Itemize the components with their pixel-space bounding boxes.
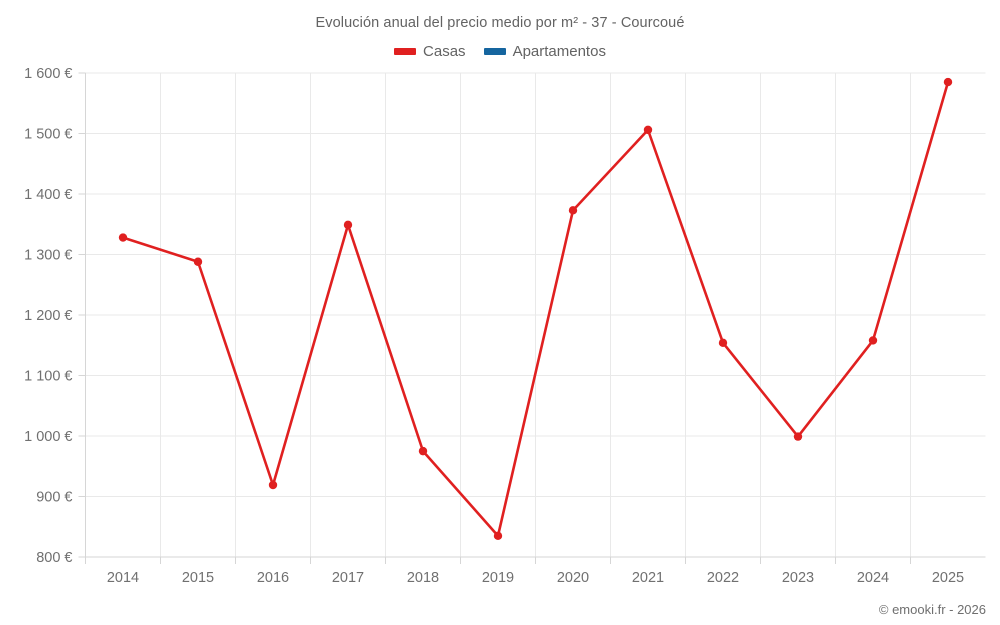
x-tick-label: 2023 (782, 570, 814, 586)
data-point (568, 206, 578, 215)
legend-label-casas: Casas (423, 43, 466, 60)
y-tick-label: 1 600 € (24, 66, 72, 82)
legend-item-casas[interactable]: Casas (394, 44, 466, 59)
data-point (193, 257, 203, 266)
legend-label-apartamentos: Apartamentos (512, 43, 606, 60)
data-point (118, 233, 128, 242)
data-point (643, 125, 653, 135)
legend-item-apartamentos[interactable]: Apartamentos (483, 43, 606, 60)
x-tick-label: 2025 (932, 570, 964, 586)
y-tick-label: 900 € (36, 490, 72, 506)
data-point (343, 220, 353, 230)
chart-legend: Casas Apartamentos (0, 44, 1000, 59)
legend-swatch-apartamentos (483, 48, 506, 55)
y-tick-label: 1 300 € (24, 248, 72, 264)
data-point (493, 531, 503, 541)
y-tick-label: 1 400 € (24, 187, 72, 203)
x-tick-label: 2019 (482, 570, 514, 586)
axis-layer (78, 72, 986, 564)
x-tick-label: 2021 (632, 570, 664, 586)
series-line-casas (121, 80, 950, 538)
y-tick-label: 1 100 € (24, 369, 72, 385)
x-tick-label: 2017 (332, 570, 364, 586)
x-tick-label: 2018 (407, 570, 439, 586)
y-tick-label: 1 000 € (24, 429, 72, 445)
y-tick-label: 1 200 € (24, 308, 72, 324)
x-tick-label: 2015 (182, 570, 214, 586)
x-tick-label: 2022 (707, 570, 739, 586)
chart-title: Evolución anual del precio medio por m² … (315, 15, 685, 31)
x-tick-label: 2016 (257, 570, 289, 586)
series-layer (118, 77, 953, 541)
legend-swatch-casas (394, 48, 417, 55)
data-point (868, 336, 878, 345)
x-tick-label: 2014 (107, 570, 139, 586)
y-axis-tick-labels: 800 € 900 € 1 000 € 1 100 € 1 200 € 1 300 € 1 … (24, 66, 72, 566)
data-point (268, 480, 278, 490)
x-axis-tick-labels: 2014 2015 2016 2017 2018 2019 2020 2021 2022 2023… (107, 570, 964, 586)
data-point (943, 77, 953, 87)
data-point (718, 338, 728, 348)
y-tick-label: 800 € (36, 550, 72, 566)
data-point (418, 446, 428, 456)
x-tick-label: 2024 (857, 570, 889, 586)
x-tick-label: 2020 (557, 570, 589, 586)
grid-layer (85, 72, 986, 558)
data-point (793, 432, 803, 441)
y-tick-label: 1 500 € (24, 127, 72, 143)
copyright-credit: © emooki.fr - 2026 (878, 602, 986, 617)
